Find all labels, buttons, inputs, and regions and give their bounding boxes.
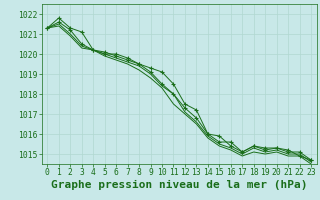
X-axis label: Graphe pression niveau de la mer (hPa): Graphe pression niveau de la mer (hPa) — [51, 180, 308, 190]
